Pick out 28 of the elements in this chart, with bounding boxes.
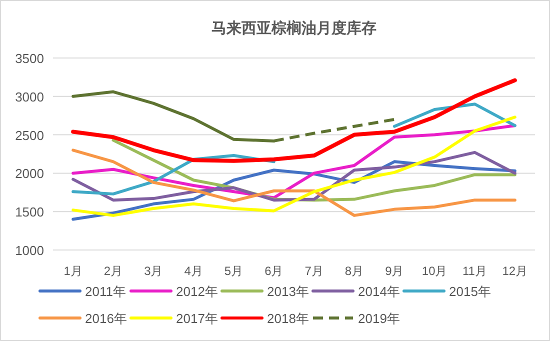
y-tick-label: 1000 [15,243,44,258]
legend-label: 2011年 [85,284,126,299]
legend-label: 2012年 [176,284,218,299]
x-tick-label: 5月 [224,264,244,278]
x-tick-label: 7月 [304,264,324,278]
title: 马来西亚棕榈油月度库存 [212,20,376,37]
y-tick-label: 3000 [15,89,44,104]
x-tick-label: 2月 [104,264,123,278]
legend-label: 2013年 [267,284,309,299]
x-tick-label: 1月 [64,264,82,278]
x-tick-label: 8月 [344,264,364,278]
y-tick-label: 2500 [15,128,44,143]
y-tick-label: 1500 [15,204,44,220]
x-tick-label: 4月 [184,264,203,278]
x-tick-label: 12月 [502,264,528,278]
legend-label: 2019年 [358,311,400,326]
x-tick-label: 11月 [462,264,487,278]
legend-label: 2016年 [85,311,127,326]
x-tick-label: 10月 [422,264,448,278]
y-tick-label: 2000 [15,166,44,182]
legend-label: 2017年 [176,311,218,326]
x-tick-label: 9月 [385,264,404,278]
legend-label: 2015年 [449,284,491,299]
legend-label: 2014年 [358,284,400,299]
y-tick-label: 3500 [15,51,44,66]
x-tick-label: 3月 [144,264,163,278]
legend-label: 2018年 [267,311,309,326]
x-tick-label: 6月 [264,264,284,278]
